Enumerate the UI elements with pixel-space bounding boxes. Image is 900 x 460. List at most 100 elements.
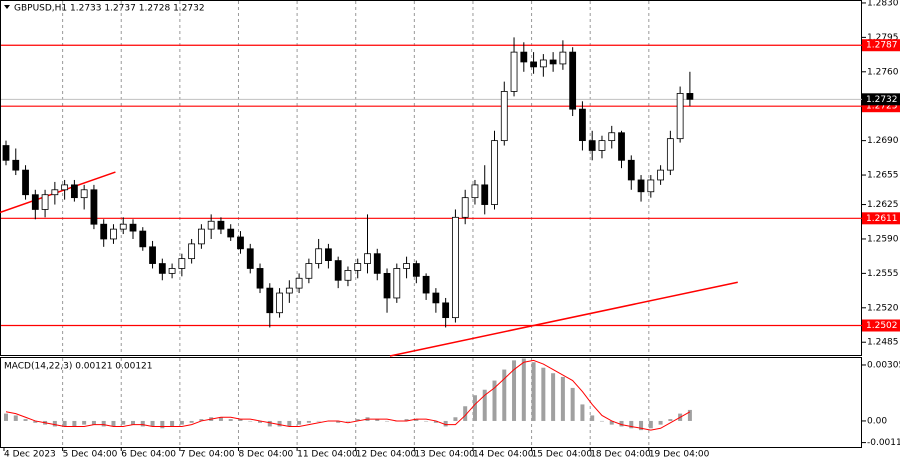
candle-body (158, 263, 166, 274)
macd-bar (121, 420, 126, 425)
x-tick-label: 4 Dec 2023 (4, 450, 56, 460)
macd-bar (609, 420, 614, 425)
candle-body (383, 272, 391, 299)
macd-bar (258, 420, 263, 423)
macd-bar (62, 420, 67, 427)
macd-bar (170, 420, 175, 427)
macd-bar (316, 420, 321, 422)
macd-bar (297, 420, 302, 425)
x-tick-label: 14 Dec 04:00 (473, 450, 534, 460)
macd-bar (277, 420, 282, 427)
level-label: 1.2725 (866, 102, 898, 112)
chart-title: GBPUSD,H1 1.2733 1.2737 1.2728 1.2732 (14, 4, 205, 14)
candle-body (227, 228, 235, 238)
candle-body (618, 132, 625, 161)
candle-body (588, 140, 596, 151)
macd-bar (287, 420, 292, 427)
level-label: 1.2787 (866, 41, 898, 51)
candle-body (149, 246, 156, 264)
candle-body (354, 263, 362, 271)
macd-bar (101, 420, 106, 427)
candle-body (334, 260, 342, 281)
candle-body (178, 258, 186, 269)
x-tick-label: 18 Dec 04:00 (590, 450, 651, 460)
level-label-bg (862, 39, 900, 52)
candle-body (549, 59, 557, 65)
candle-body (90, 189, 98, 225)
x-tick-label: 8 Dec 04:00 (238, 450, 293, 460)
macd-bar (502, 369, 507, 421)
candle-body (266, 287, 274, 314)
y-tick-label: 1.2520 (867, 303, 899, 313)
y-tick-label: 1.2485 (867, 338, 899, 348)
candle-body (217, 220, 225, 230)
candle-body (2, 145, 10, 161)
y-tick-label: 1.2760 (867, 67, 899, 77)
candle-body (569, 51, 577, 110)
candle-body (412, 263, 420, 277)
level-label-bg (862, 319, 900, 332)
macd-bar (668, 419, 673, 421)
macd-bar (131, 420, 136, 425)
y-tick-label: 1.2690 (867, 136, 899, 146)
candle-body (608, 132, 616, 142)
macd-bar (385, 420, 390, 422)
macd-bar (160, 420, 165, 429)
candle-body (579, 108, 586, 142)
level-label: 1.2611 (866, 214, 898, 224)
candle-body (188, 243, 196, 260)
candle-body (344, 270, 352, 281)
macd-bar (570, 387, 575, 421)
macd-bar (639, 420, 644, 431)
x-tick-label: 12 Dec 04:00 (356, 450, 417, 460)
candle-body (12, 159, 20, 171)
title-arrow (4, 5, 10, 9)
x-tick-label: 11 Dec 04:00 (297, 450, 358, 460)
candle-body (70, 184, 78, 199)
candle-body (686, 93, 694, 100)
macd-bar (453, 417, 458, 421)
y-tick-label: 1.2625 (867, 200, 899, 210)
level-label: 1.2502 (866, 321, 898, 331)
macd-bar (336, 420, 341, 423)
candle-body (31, 194, 39, 210)
candle-body (168, 268, 176, 274)
candle-body (500, 91, 508, 142)
price-pane (0, 0, 862, 356)
macd-bar (580, 404, 585, 421)
candle-body (442, 302, 450, 319)
macd-y-tick-label: 0.00305 (867, 360, 900, 370)
candle-body (627, 159, 635, 181)
macd-bar (424, 420, 429, 422)
candle-body (315, 248, 323, 264)
macd-bar (199, 419, 204, 421)
level-label-bg (862, 212, 900, 225)
candle-body (256, 268, 264, 289)
macd-y-tick-label: -0.00118 (867, 438, 900, 448)
candle-body (481, 184, 489, 205)
candle-body (539, 59, 547, 68)
macd-bar (658, 420, 663, 425)
candle-body (559, 51, 567, 65)
macd-bar (228, 419, 233, 421)
candle-body (637, 179, 645, 193)
x-tick-label: 13 Dec 04:00 (414, 450, 475, 460)
macd-title: MACD(14,22,3) 0.00121 0.00121 (4, 362, 153, 372)
macd-bar (306, 420, 311, 423)
x-tick-label: 5 Dec 04:00 (63, 450, 118, 460)
macd-bar (541, 367, 546, 421)
macd-bar (238, 419, 243, 421)
candle-body (422, 275, 430, 294)
macd-bar (179, 420, 184, 425)
candle-body (197, 228, 205, 245)
candle-body (452, 216, 459, 319)
y-tick-label: 1.2555 (867, 269, 899, 279)
macd-bar (267, 420, 272, 427)
macd-bar (150, 420, 155, 427)
candle-body (666, 138, 674, 171)
macd-bar (355, 419, 360, 421)
candle-body (403, 263, 410, 269)
candle-body (676, 93, 684, 140)
candle-body (100, 223, 108, 240)
macd-bar (492, 380, 497, 421)
